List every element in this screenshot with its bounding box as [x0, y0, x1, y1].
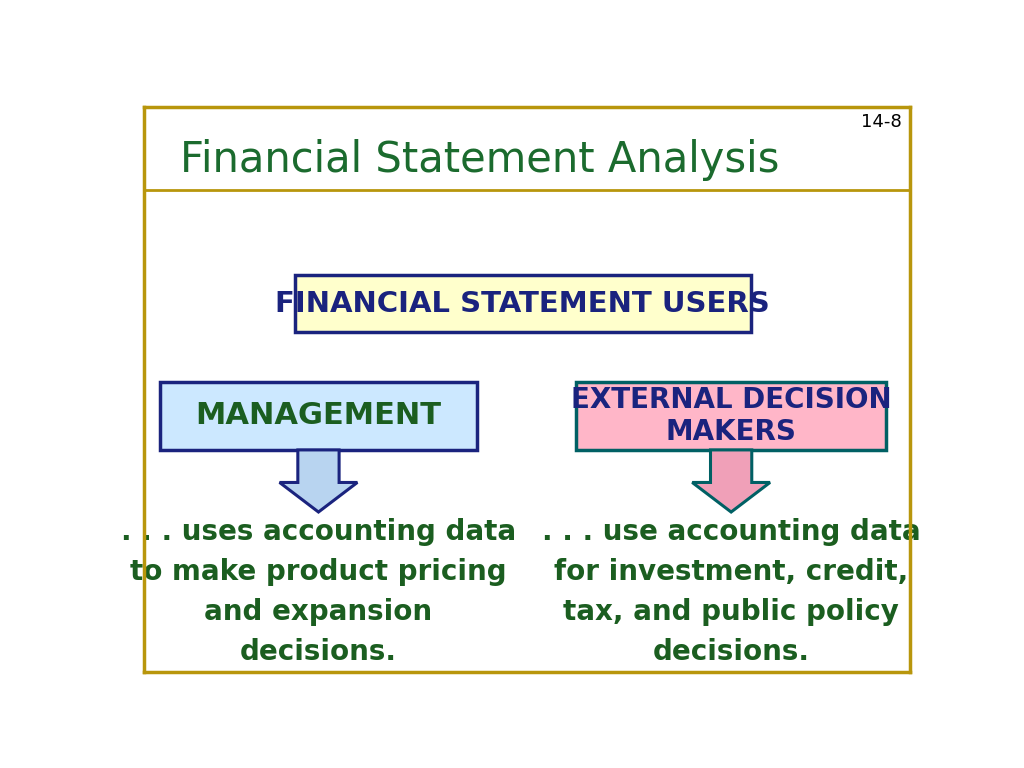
- FancyBboxPatch shape: [577, 382, 886, 450]
- Text: MANAGEMENT: MANAGEMENT: [196, 402, 441, 430]
- Text: . . . uses accounting data
to make product pricing
and expansion
decisions.: . . . uses accounting data to make produ…: [121, 518, 516, 666]
- Text: EXTERNAL DECISION
MAKERS: EXTERNAL DECISION MAKERS: [570, 386, 892, 446]
- FancyBboxPatch shape: [160, 382, 477, 450]
- Text: Financial Statement Analysis: Financial Statement Analysis: [179, 140, 779, 181]
- Text: FINANCIAL STATEMENT USERS: FINANCIAL STATEMENT USERS: [275, 290, 770, 318]
- Polygon shape: [692, 450, 770, 512]
- Text: . . . use accounting data
for investment, credit,
tax, and public policy
decisio: . . . use accounting data for investment…: [542, 518, 921, 666]
- Text: 14-8: 14-8: [861, 113, 902, 131]
- Polygon shape: [280, 450, 357, 512]
- FancyBboxPatch shape: [295, 276, 751, 332]
